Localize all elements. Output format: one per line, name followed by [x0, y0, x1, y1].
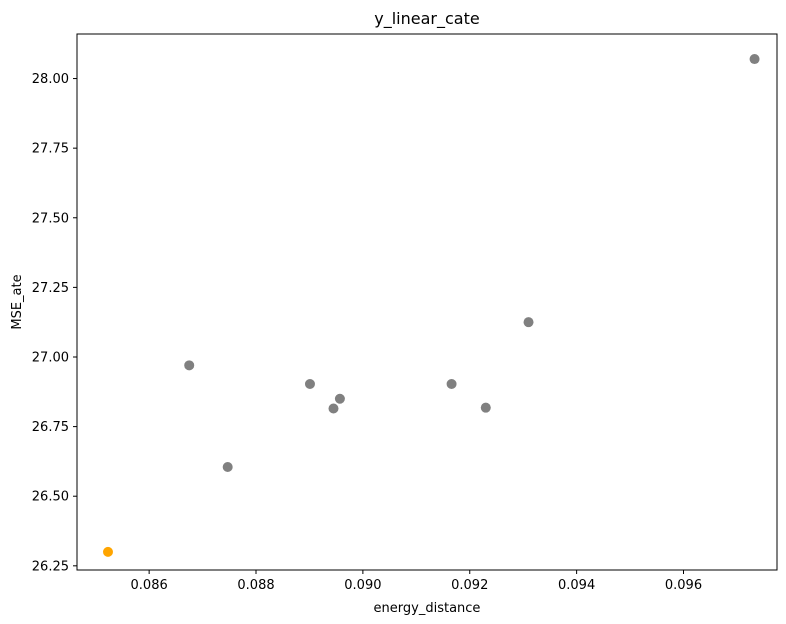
data-point — [523, 317, 534, 328]
x-axis-label: energy_distance — [374, 601, 481, 616]
chart-title: y_linear_cate — [374, 9, 479, 29]
data-point — [328, 403, 339, 414]
x-tick-label: 0.092 — [451, 578, 488, 593]
highlighted-data-point — [102, 546, 113, 557]
y-tick-label: 27.75 — [32, 142, 69, 157]
data-point — [480, 402, 491, 413]
x-tick-label: 0.096 — [665, 578, 702, 593]
data-point — [304, 379, 315, 390]
data-point — [222, 461, 233, 472]
data-point — [446, 379, 457, 390]
y-tick-label: 26.25 — [32, 559, 69, 574]
x-tick-label: 0.090 — [344, 578, 381, 593]
y-tick-label: 26.50 — [32, 490, 69, 505]
x-tick-label: 0.086 — [131, 578, 168, 593]
scatter-points — [102, 54, 760, 557]
y-axis-label: MSE_ate — [10, 274, 25, 329]
y-tick-label: 27.50 — [32, 211, 69, 226]
x-axis-ticks: 0.086 0.088 0.090 0.092 0.094 0.096 — [131, 570, 702, 593]
data-point — [334, 393, 345, 404]
data-point — [184, 360, 195, 371]
y-tick-label: 26.75 — [32, 420, 69, 435]
x-tick-label: 0.088 — [237, 578, 274, 593]
y-tick-label: 27.25 — [32, 281, 69, 296]
y-tick-label: 27.00 — [32, 350, 69, 365]
y-tick-label: 28.00 — [32, 72, 69, 87]
data-point — [749, 54, 760, 65]
x-tick-label: 0.094 — [558, 578, 595, 593]
plot-area-frame — [76, 33, 778, 571]
y-axis-ticks: 26.25 26.50 26.75 27.00 27.25 27.50 27.75 28.00 — [32, 72, 77, 574]
